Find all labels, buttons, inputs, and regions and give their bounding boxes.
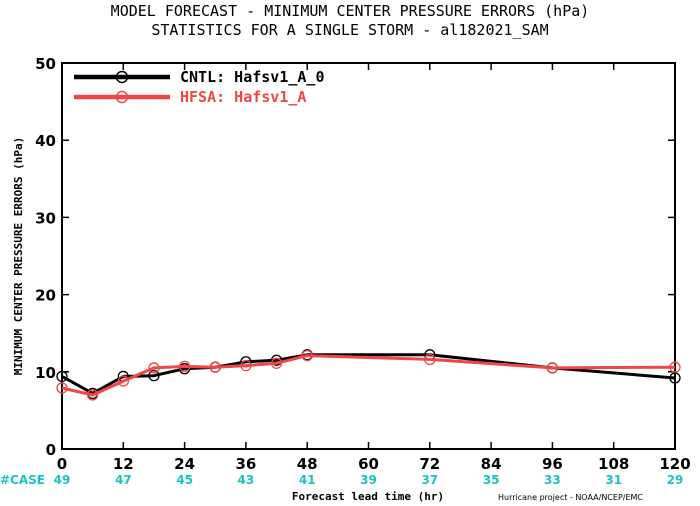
data-point-hfsa: [424, 353, 436, 366]
y-tick-label: 40: [35, 132, 56, 150]
series-hfsa: [56, 349, 681, 401]
x-axis: 0 12 24 36 48 60 72 84 96 108 120: [57, 63, 691, 473]
data-point-hfsa: [301, 349, 313, 362]
case-count: 31: [605, 473, 622, 487]
case-count: 45: [176, 473, 193, 487]
x-tick-label: 84: [481, 455, 502, 473]
legend-marker-hfsa: [115, 90, 129, 104]
y-tick-label: 10: [35, 364, 56, 382]
data-point-hfsa: [148, 362, 160, 374]
plot-frame: [61, 62, 676, 450]
data-point-hfsa: [178, 360, 191, 373]
case-count: 35: [483, 473, 500, 487]
credit-text: Hurricane project - NOAA/NCEP/EMC: [498, 493, 643, 502]
case-label: #CASE: [0, 473, 45, 487]
x-tick-label: 96: [542, 455, 563, 473]
data-point-hfsa: [209, 361, 221, 373]
y-tick-label: 0: [46, 441, 56, 459]
chart-title: MODEL FORECAST - MINIMUM CENTER PRESSURE…: [111, 2, 590, 20]
data-point-cntl: [56, 370, 68, 383]
data-point-hfsa: [240, 359, 252, 372]
y-tick-label: 30: [35, 209, 56, 227]
y-tick-label: 20: [35, 287, 56, 305]
case-count: 37: [421, 473, 438, 487]
chart-subtitle: STATISTICS FOR A SINGLE STORM - al182021…: [151, 21, 548, 39]
data-point-hfsa: [56, 382, 68, 394]
case-count: 49: [54, 473, 71, 487]
case-count: 43: [238, 473, 255, 487]
x-tick-label: 36: [235, 455, 256, 473]
y-axis-label: MINIMUM CENTER PRESSURE ERRORS (hPa): [12, 137, 25, 375]
x-axis-label: Forecast lead time (hr): [292, 490, 444, 503]
case-count: 39: [360, 473, 377, 487]
data-point-cntl: [669, 372, 681, 384]
data-point-cntl: [270, 354, 283, 366]
series-layer: [56, 349, 681, 401]
case-count: 47: [115, 473, 132, 487]
x-tick-label: 108: [598, 455, 629, 473]
x-tick-label: 24: [174, 455, 195, 473]
x-tick-label: 48: [297, 455, 318, 473]
legend-label-cntl: CNTL: Hafsv1_A_0: [180, 68, 325, 86]
legend: CNTL: Hafsv1_A_0 HFSA: Hafsv1_A: [74, 68, 325, 106]
case-count: 33: [544, 473, 561, 487]
data-point-cntl: [148, 370, 160, 382]
data-point-hfsa: [87, 389, 99, 401]
case-count: 41: [299, 473, 316, 487]
legend-entry-cntl: CNTL: Hafsv1_A_0: [74, 68, 325, 86]
legend-label-hfsa: HFSA: Hafsv1_A: [180, 88, 306, 106]
y-axis: 0 10 20 30 40 50: [35, 55, 675, 459]
data-point-hfsa: [270, 357, 283, 369]
data-point-hfsa: [669, 361, 681, 373]
case-count: 29: [667, 473, 684, 487]
y-tick-label: 50: [35, 55, 56, 73]
legend-entry-hfsa: HFSA: Hafsv1_A: [74, 88, 306, 106]
data-point-hfsa: [546, 362, 559, 374]
x-tick-label: 12: [113, 455, 134, 473]
series-line-cntl: [61, 353, 676, 395]
x-tick-label: 60: [358, 455, 379, 473]
x-tick-label: 120: [659, 455, 690, 473]
legend-marker-cntl: [115, 70, 129, 84]
data-point-hfsa: [117, 375, 129, 387]
x-tick-label: 0: [57, 455, 67, 473]
x-tick-label: 72: [419, 455, 440, 473]
case-counts: 49 47 45 43 41 39 37 35 33 31 29: [54, 473, 684, 487]
